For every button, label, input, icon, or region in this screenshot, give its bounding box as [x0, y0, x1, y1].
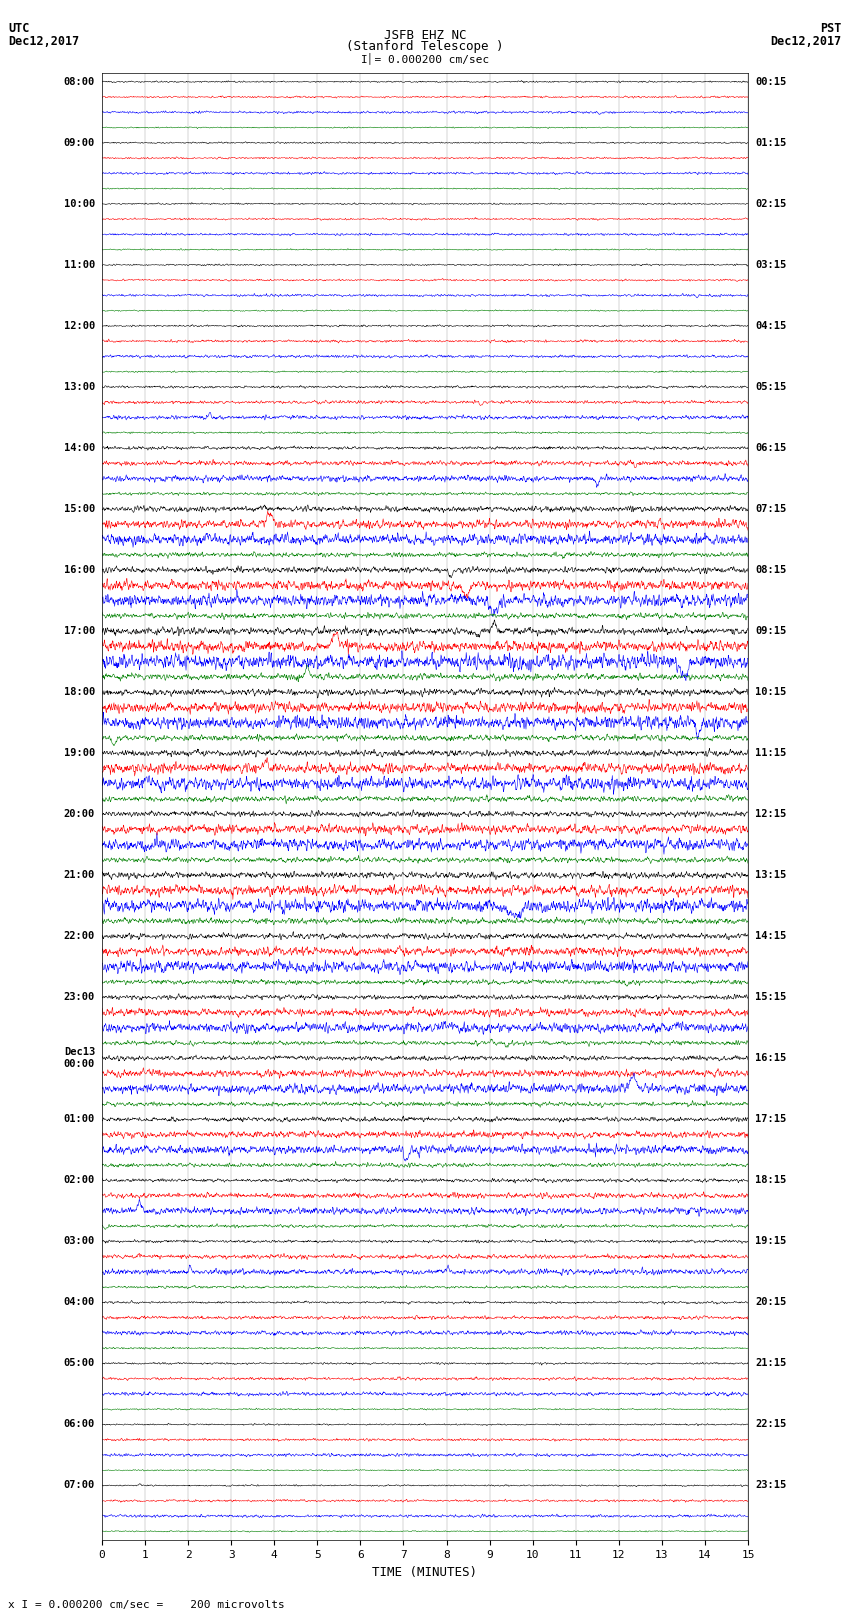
Text: 12:15: 12:15 — [755, 810, 786, 819]
Text: 14:15: 14:15 — [755, 931, 786, 942]
Text: 08:00: 08:00 — [64, 77, 95, 87]
Text: 20:00: 20:00 — [64, 810, 95, 819]
Text: (Stanford Telescope ): (Stanford Telescope ) — [346, 40, 504, 53]
Text: 04:00: 04:00 — [64, 1297, 95, 1308]
Text: 14:00: 14:00 — [64, 444, 95, 453]
Text: 08:15: 08:15 — [755, 565, 786, 574]
Text: Dec13
00:00: Dec13 00:00 — [64, 1047, 95, 1069]
Text: 01:15: 01:15 — [755, 137, 786, 148]
Text: Dec12,2017: Dec12,2017 — [8, 35, 80, 48]
Text: 04:15: 04:15 — [755, 321, 786, 331]
Text: 15:00: 15:00 — [64, 503, 95, 515]
Text: 19:00: 19:00 — [64, 748, 95, 758]
Text: 18:00: 18:00 — [64, 687, 95, 697]
Text: 19:15: 19:15 — [755, 1236, 786, 1247]
Text: 09:15: 09:15 — [755, 626, 786, 636]
Text: I = 0.000200 cm/sec: I = 0.000200 cm/sec — [361, 55, 489, 65]
Text: 07:00: 07:00 — [64, 1481, 95, 1490]
Text: 09:00: 09:00 — [64, 137, 95, 148]
Text: 12:00: 12:00 — [64, 321, 95, 331]
Text: 03:15: 03:15 — [755, 260, 786, 269]
Text: Dec12,2017: Dec12,2017 — [770, 35, 842, 48]
Text: 15:15: 15:15 — [755, 992, 786, 1002]
Text: 16:00: 16:00 — [64, 565, 95, 574]
Text: 05:15: 05:15 — [755, 382, 786, 392]
Text: 11:15: 11:15 — [755, 748, 786, 758]
Text: 07:15: 07:15 — [755, 503, 786, 515]
Text: 13:00: 13:00 — [64, 382, 95, 392]
Text: 00:15: 00:15 — [755, 77, 786, 87]
Text: UTC: UTC — [8, 23, 30, 35]
Text: 11:00: 11:00 — [64, 260, 95, 269]
Text: 06:00: 06:00 — [64, 1419, 95, 1429]
Text: 01:00: 01:00 — [64, 1115, 95, 1124]
Text: 02:00: 02:00 — [64, 1176, 95, 1186]
Text: 21:15: 21:15 — [755, 1358, 786, 1368]
Text: 23:00: 23:00 — [64, 992, 95, 1002]
Text: 02:15: 02:15 — [755, 198, 786, 208]
Text: 10:15: 10:15 — [755, 687, 786, 697]
Text: 18:15: 18:15 — [755, 1176, 786, 1186]
Text: 17:00: 17:00 — [64, 626, 95, 636]
Text: 21:00: 21:00 — [64, 869, 95, 881]
Text: 22:15: 22:15 — [755, 1419, 786, 1429]
Text: 13:15: 13:15 — [755, 869, 786, 881]
Text: 05:00: 05:00 — [64, 1358, 95, 1368]
Text: 23:15: 23:15 — [755, 1481, 786, 1490]
Text: x I = 0.000200 cm/sec =    200 microvolts: x I = 0.000200 cm/sec = 200 microvolts — [8, 1600, 286, 1610]
Text: JSFB EHZ NC: JSFB EHZ NC — [383, 29, 467, 42]
Text: 06:15: 06:15 — [755, 444, 786, 453]
Text: 16:15: 16:15 — [755, 1053, 786, 1063]
Text: 17:15: 17:15 — [755, 1115, 786, 1124]
Text: 03:00: 03:00 — [64, 1236, 95, 1247]
X-axis label: TIME (MINUTES): TIME (MINUTES) — [372, 1566, 478, 1579]
Text: 22:00: 22:00 — [64, 931, 95, 942]
Text: │: │ — [367, 52, 372, 65]
Text: PST: PST — [820, 23, 842, 35]
Text: 10:00: 10:00 — [64, 198, 95, 208]
Text: 20:15: 20:15 — [755, 1297, 786, 1308]
